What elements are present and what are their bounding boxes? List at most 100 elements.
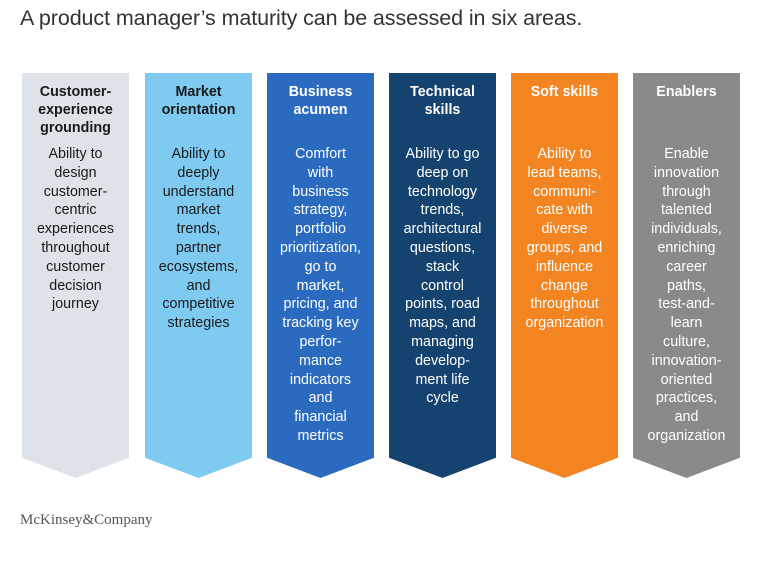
area-body-line: indicators [289, 371, 352, 388]
area-title: Enablers [633, 83, 740, 101]
area-body-line: metrics [297, 427, 344, 444]
area-body-line: groups, and [526, 239, 603, 256]
area-body-line: portfolio [295, 221, 346, 238]
area-description: Enable innovation through talented indiv… [633, 145, 740, 446]
area-body-line: mance [299, 352, 342, 369]
area-body-line: throughout [530, 296, 599, 313]
area-body-line: learn [670, 315, 703, 332]
area-body-line: oriented [660, 371, 713, 388]
area-body-line: individuals, [651, 221, 722, 238]
area-body-line: customer [46, 258, 105, 275]
area-body-line: maps, and [409, 315, 476, 332]
area-body-line: through [662, 183, 711, 200]
area-body-line: understand [162, 183, 235, 200]
area-body-line: architectural [403, 221, 482, 238]
area-body-line: partner [175, 239, 222, 256]
area-title-line: Technical [410, 84, 475, 100]
area-body-line: market, [296, 277, 345, 294]
area-body-line: cycle [426, 390, 459, 407]
area-description: Ability to go deep on technology trends,… [389, 145, 496, 408]
area-body-line: with [307, 164, 334, 181]
area-body-line: strategies [167, 315, 230, 332]
area-body-line: perfor- [299, 333, 342, 350]
area-body-line: strategy, [293, 202, 348, 219]
area-business-acumen: Business acumen Comfort with business st… [267, 73, 374, 478]
area-body-line: deeply [177, 164, 220, 181]
area-title-line: Business [288, 84, 353, 100]
area-body-line: Comfort [295, 146, 346, 162]
area-description: Comfort with business strategy, portfoli… [267, 145, 374, 446]
area-body-line: Ability to [537, 146, 592, 162]
area-body-line: Enable [664, 146, 709, 162]
area-body-line: test-and- [658, 296, 715, 313]
area-description: Ability to deeply understand market tren… [145, 145, 252, 333]
area-body-line: decision [49, 277, 102, 294]
area-technical-skills: Technical skills Ability to go deep on t… [389, 73, 496, 478]
area-body-line: and [186, 277, 211, 294]
area-body-line: ment life [415, 371, 470, 388]
area-body-line: develop- [415, 352, 470, 369]
area-body-line: change [541, 277, 588, 294]
area-title-line: Market [175, 84, 222, 100]
area-body-line: trends, [420, 202, 465, 219]
area-body-line: career [666, 258, 707, 275]
area-title: Soft skills [511, 83, 618, 101]
area-title-line: grounding [40, 120, 111, 136]
area-title-line: Customer- [39, 84, 112, 100]
area-body-line: deep on [416, 164, 469, 181]
area-body-line: lead teams, [527, 164, 602, 181]
area-body-line: pricing, and [283, 296, 358, 313]
area-title-line: acumen [293, 102, 348, 118]
area-body-line: customer- [43, 183, 108, 200]
area-body-line: experiences [36, 221, 115, 238]
area-body-line: communi- [533, 183, 596, 200]
area-body-line: tracking key [282, 315, 359, 332]
area-body-line: control [421, 277, 464, 294]
area-body-line: design [54, 164, 97, 181]
area-body-line: influence [535, 258, 594, 275]
area-enablers: Enablers Enable innovation through talen… [633, 73, 740, 478]
area-body-line: and [674, 409, 699, 426]
area-title-line: Enablers [656, 84, 717, 100]
area-soft-skills: Soft skills Ability to lead teams, commu… [511, 73, 618, 478]
area-body-line: Ability to go [405, 146, 480, 162]
area-market-orientation: Market orientation Ability to deeply und… [145, 73, 252, 478]
area-body-line: competitive [162, 296, 235, 313]
page-title: A product manager’s maturity can be asse… [20, 6, 583, 30]
area-customer-experience: Customer- experience grounding Ability t… [22, 73, 129, 478]
area-body-line: prioritization, [279, 239, 362, 256]
area-body-line: centric [54, 202, 97, 219]
area-body-line: throughout [41, 239, 110, 256]
area-body-line: trends, [176, 221, 221, 238]
area-body-line: stack [425, 258, 460, 275]
area-body-line: innovation- [651, 352, 722, 369]
area-body-line: innovation [653, 164, 720, 181]
area-body-line: enriching [657, 239, 716, 256]
area-body-line: and [308, 390, 333, 407]
area-body-line: organization [647, 427, 726, 444]
area-title: Market orientation [145, 83, 252, 119]
area-body-line: Ability to [48, 146, 103, 162]
area-body-line: journey [52, 296, 99, 313]
area-title: Business acumen [267, 83, 374, 119]
area-body-line: organization [525, 315, 604, 332]
area-body-line: technology [407, 183, 478, 200]
area-body-line: go to [304, 258, 337, 275]
area-body-line: managing [411, 333, 474, 350]
area-body-line: cate with [536, 202, 593, 219]
area-body-line: practices, [655, 390, 718, 407]
area-description: Ability to design customer- centric expe… [22, 145, 129, 314]
area-title-line: experience [38, 102, 113, 118]
mckinsey-logo: McKinsey&Company [20, 512, 153, 528]
area-body-line: questions, [409, 239, 476, 256]
area-title-line: orientation [161, 102, 236, 118]
area-body-line: paths, [667, 277, 706, 294]
area-title-line: skills [424, 102, 461, 118]
area-description: Ability to lead teams, communi- cate wit… [511, 145, 618, 333]
area-body-line: ecosystems, [158, 258, 239, 275]
area-title: Customer- experience grounding [22, 83, 129, 137]
area-title-line: Soft skills [530, 84, 599, 100]
area-body-line: points, road [405, 296, 480, 313]
area-body-line: culture, [663, 333, 710, 350]
